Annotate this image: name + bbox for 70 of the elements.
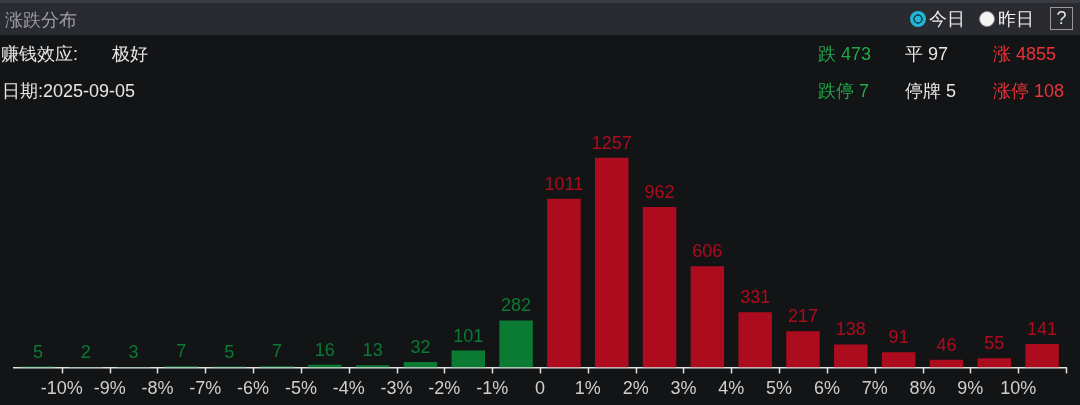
data-label: 331 [740,287,771,308]
data-label: 55 [984,333,1005,354]
text: 昨日 [998,8,1034,30]
data-label: 101 [453,325,484,346]
bar [355,365,390,368]
data-label: 1011 [544,173,584,194]
bar [881,352,916,368]
x-tick-label: -5% [284,378,317,399]
text: 跌 473 [818,43,872,65]
x-tick-label: 1% [574,378,601,399]
data-label: 606 [692,241,723,262]
data-label: 16 [314,339,335,360]
bar [738,312,772,368]
bar [1025,343,1059,368]
data-label: 217 [787,306,819,327]
text: 日期:2025-09-05 [2,80,136,102]
data-label: 46 [936,334,957,355]
text: 平 97 [905,43,949,65]
x-tick-label: 8% [909,378,936,399]
text: 极好 [112,43,148,65]
data-label: 5 [224,341,235,362]
bar [451,350,486,368]
bar [642,207,677,368]
bar [547,198,581,368]
data-label: 7 [176,341,187,362]
bar [929,359,964,368]
chart-title: 涨跌分布 [5,9,77,31]
bar [977,358,1012,368]
data-label: 138 [835,319,866,340]
x-tick-label: -10% [40,378,83,399]
x-tick-label: -4% [332,378,365,399]
bar [834,344,868,368]
data-label: 1257 [591,132,632,153]
data-label: 13 [362,340,383,361]
x-tick-label: -1% [476,378,509,399]
text: 涨 4855 [993,43,1057,65]
bar [594,157,629,368]
x-tick-label: -8% [141,378,174,399]
bar [403,362,438,368]
x-tick-label: -3% [380,378,413,399]
x-tick-label: 2% [622,378,649,399]
bar [499,320,533,368]
text: 停牌 5 [905,80,957,102]
data-label: 2 [80,342,91,363]
x-tick-label: 7% [861,378,888,399]
data-label: 32 [410,337,431,358]
data-label: 7 [271,341,283,362]
data-label: 962 [644,181,675,202]
text: 赚钱效应: [1,43,79,65]
data-label: 3 [128,341,139,362]
data-label: 141 [1027,318,1058,339]
x-tick-label: -9% [93,378,126,399]
x-tick-label: 4% [718,378,745,399]
text: 跌停 7 [818,80,870,102]
x-tick-label: -2% [428,378,461,399]
text: 涨停 108 [993,80,1065,102]
data-label: 91 [888,327,909,348]
bar [690,266,725,368]
data-label: 5 [32,341,43,362]
bar [786,331,820,368]
x-tick-label: -6% [237,378,270,399]
x-tick-label: 10% [1000,378,1037,399]
x-tick-label: 3% [670,378,697,399]
text: 今日 [929,8,965,30]
x-tick-label: 5% [766,378,793,399]
x-tick-label: 0 [534,378,546,399]
x-tick-label: 6% [813,378,840,399]
x-tick-label: 9% [957,378,984,399]
data-label: 282 [501,295,532,316]
x-tick-label: -7% [189,378,222,399]
